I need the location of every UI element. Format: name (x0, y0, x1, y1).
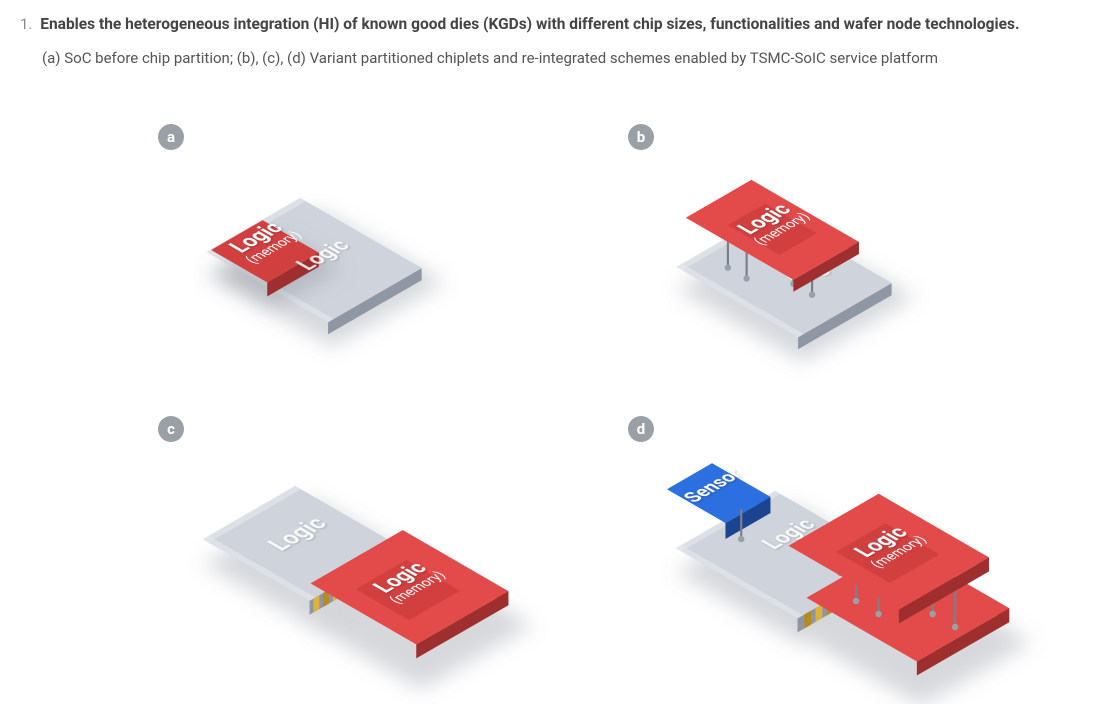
title-text: Enables the heterogeneous integration (H… (40, 15, 1019, 33)
list-number: 1. (20, 15, 32, 33)
panel-d: LogicHVSensorLogic(memory) (667, 463, 1032, 704)
subtitle-text: (a) SoC before chip partition; (b), (c),… (42, 49, 1078, 67)
diagram-canvas: a b c d Logic(memory)Logic LogicLogic(me… (0, 100, 1098, 704)
diagram-svg: Logic(memory)Logic LogicLogic(memory) Lo… (0, 100, 1098, 704)
panel-b: LogicLogic(memory) (676, 180, 915, 362)
panel-a: Logic(memory)Logic (206, 198, 445, 347)
heading: 1. Enables the heterogeneous integration… (20, 14, 1078, 35)
panel-c: LogicLogic(memory) (203, 486, 533, 690)
